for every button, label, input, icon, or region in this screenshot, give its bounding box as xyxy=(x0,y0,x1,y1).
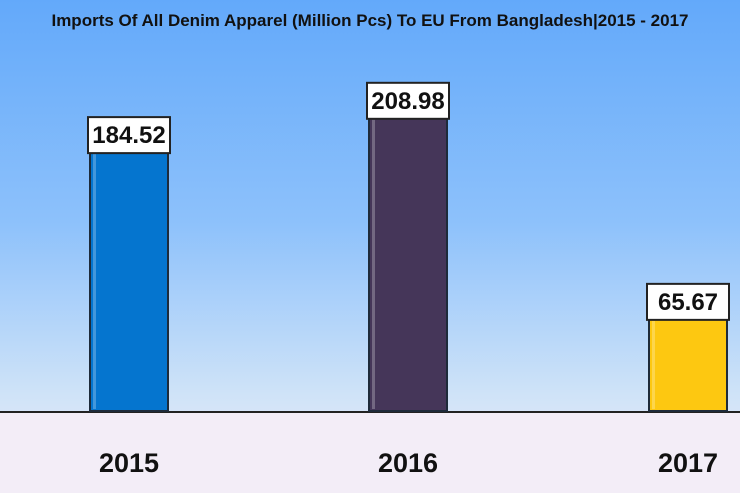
data-label: 208.98 xyxy=(371,88,444,115)
x-tick-label: 2016 xyxy=(378,448,438,478)
data-label-box xyxy=(646,282,730,321)
data-label: 184.52 xyxy=(92,122,165,149)
data-labels: 184.52 208.98 65.67 xyxy=(87,81,730,321)
bar-2016 xyxy=(368,116,448,413)
bar-2017 xyxy=(648,317,728,412)
x-tick-label: 2015 xyxy=(99,448,159,478)
x-tick-labels: 2015 2016 2017 xyxy=(99,448,718,478)
data-label-box xyxy=(87,116,171,155)
x-tick-label: 2017 xyxy=(658,448,718,478)
bar-highlight xyxy=(652,320,655,409)
bars xyxy=(89,116,728,413)
axis-band xyxy=(0,412,740,493)
bar-2015 xyxy=(89,151,169,412)
chart-title: Imports Of All Denim Apparel (Million Pc… xyxy=(51,11,688,30)
bar-highlight xyxy=(93,154,96,409)
data-label-box xyxy=(366,81,450,120)
bar-highlight xyxy=(372,119,375,410)
data-label: 65.67 xyxy=(658,289,718,316)
